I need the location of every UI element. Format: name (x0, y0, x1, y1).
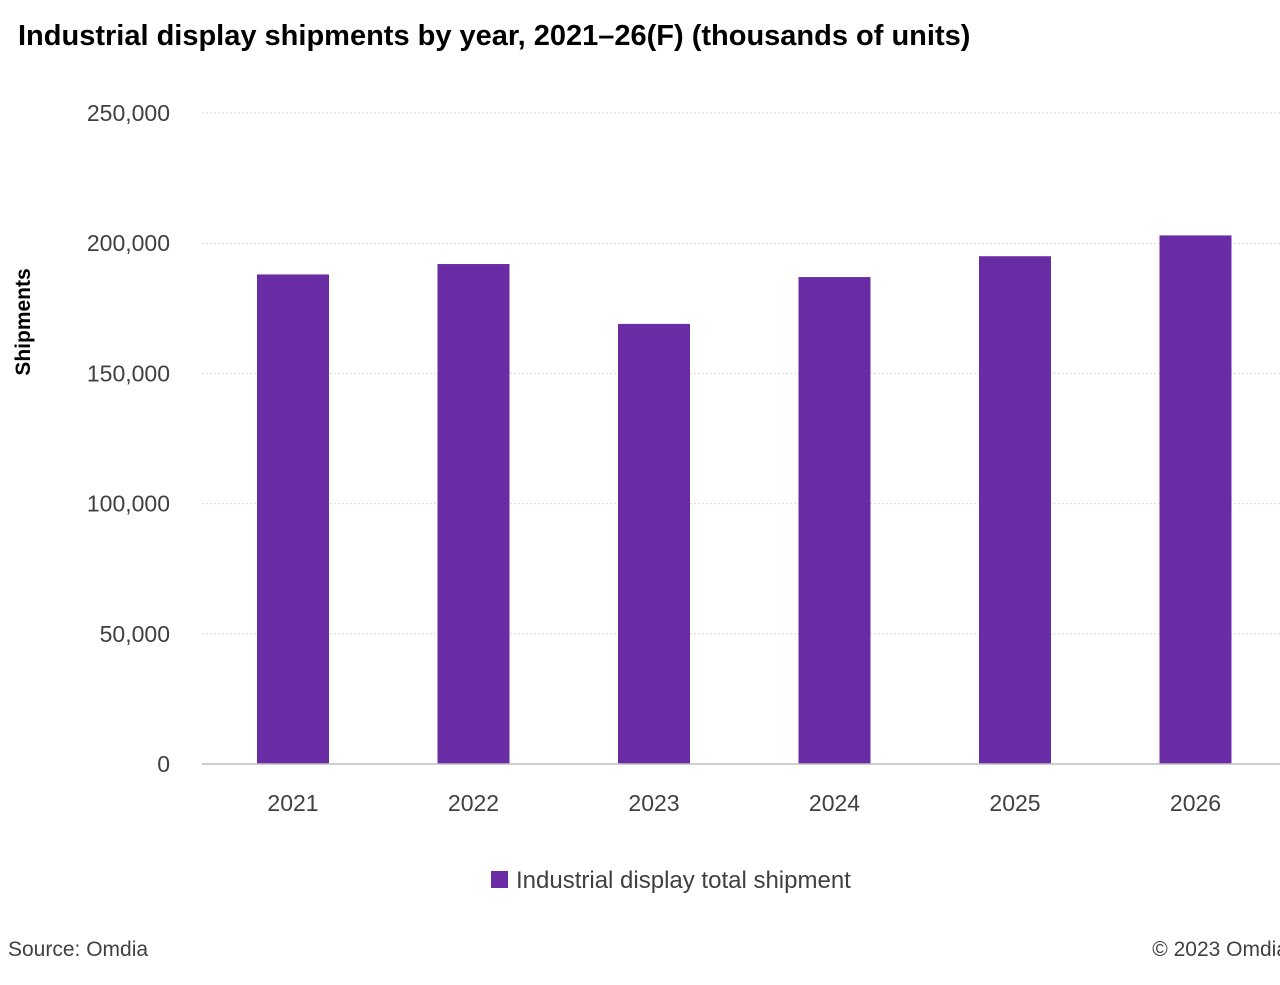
bar-2021 (257, 274, 329, 764)
y-axis-ticks: 0 50,000 100,000 150,000 200,000 250,000 (87, 100, 170, 777)
legend: Industrial display total shipment (491, 867, 851, 894)
bar-2022 (437, 264, 510, 764)
legend-swatch (491, 871, 508, 888)
x-axis-ticks: 2021 2022 2023 2024 2025 2026 (267, 790, 1221, 816)
bar-2026 (1159, 235, 1232, 764)
x-tick-label: 2025 (989, 790, 1040, 816)
gridlines (202, 112, 1280, 635)
y-tick-label: 200,000 (87, 230, 170, 256)
x-tick-label: 2021 (267, 790, 318, 816)
copyright-note: © 2023 Omdia (1152, 938, 1280, 961)
y-tick-label: 250,000 (87, 100, 170, 126)
legend-label: Industrial display total shipment (516, 867, 851, 894)
chart-title: Industrial display shipments by year, 20… (18, 20, 971, 52)
x-tick-label: 2023 (628, 790, 679, 816)
x-tick-label: 2024 (809, 790, 860, 816)
y-axis-label: Shipments (12, 268, 35, 375)
y-tick-label: 50,000 (100, 621, 170, 647)
x-tick-label: 2026 (1170, 790, 1221, 816)
bar-2025 (979, 256, 1051, 764)
bar-2024 (798, 277, 871, 764)
y-tick-label: 150,000 (87, 360, 170, 386)
bar-2023 (618, 323, 690, 764)
y-tick-label: 100,000 (87, 491, 170, 517)
bars (257, 235, 1232, 764)
source-note: Source: Omdia (8, 938, 149, 961)
x-tick-label: 2022 (448, 790, 499, 816)
y-tick-label: 0 (157, 751, 170, 777)
